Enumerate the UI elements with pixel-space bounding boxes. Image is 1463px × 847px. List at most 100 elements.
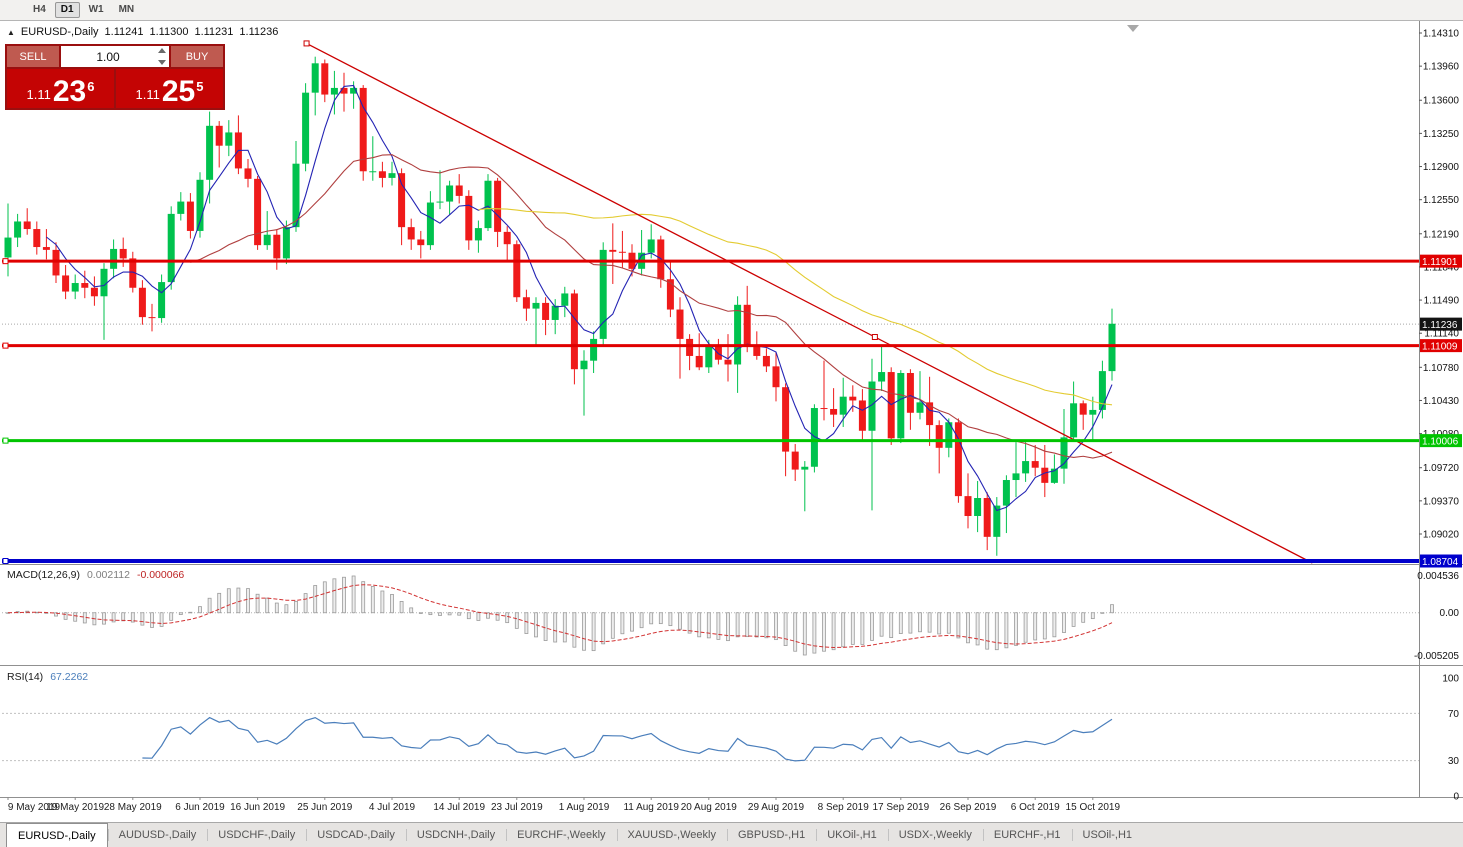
tab-usdcad-daily[interactable]: USDCAD-,Daily bbox=[306, 823, 406, 847]
candle bbox=[234, 115, 242, 175]
candle bbox=[4, 203, 12, 277]
candle bbox=[916, 371, 924, 420]
price-tick: 1.14310 bbox=[1423, 29, 1460, 40]
date-label: 9 May 2019 bbox=[8, 802, 61, 813]
timeframe-h4[interactable]: H4 bbox=[27, 2, 52, 18]
tab-eurchf-weekly[interactable]: EURCHF-,Weekly bbox=[506, 823, 616, 847]
chart-symbol-label: EURUSD-,Daily bbox=[20, 26, 99, 38]
price-tick: 1.12190 bbox=[1423, 229, 1460, 240]
ma-line-5 bbox=[46, 84, 1113, 512]
date-label: 25 Jun 2019 bbox=[297, 802, 352, 813]
candle bbox=[1031, 444, 1039, 477]
tab-xauusd-weekly[interactable]: XAUUSD-,Weekly bbox=[616, 823, 727, 847]
date-label: 16 Jun 2019 bbox=[230, 802, 285, 813]
volume-input[interactable] bbox=[61, 46, 169, 67]
chart-shift-marker-icon[interactable] bbox=[1127, 25, 1139, 32]
sell-price-digits: 23 bbox=[52, 75, 87, 108]
candle bbox=[196, 172, 204, 238]
candle bbox=[1041, 444, 1049, 498]
ma-line-50 bbox=[478, 208, 1113, 406]
price-tick: 1.09720 bbox=[1423, 463, 1460, 474]
one-click-panel-toggle-icon[interactable]: ▲ bbox=[7, 27, 15, 37]
price-tick: 1.10430 bbox=[1423, 396, 1460, 407]
macd-axis-tick: 0.004536 bbox=[1417, 571, 1459, 582]
date-label: 28 May 2019 bbox=[104, 802, 162, 813]
candle bbox=[138, 280, 146, 325]
tab-usdx-weekly[interactable]: USDX-,Weekly bbox=[887, 823, 983, 847]
candle bbox=[215, 121, 223, 168]
date-label: 23 Jul 2019 bbox=[491, 802, 543, 813]
candle bbox=[964, 473, 972, 529]
price-axis[interactable]: 1.14310 1.13960 1.13600 1.13250 1.12900 1.125… bbox=[1419, 29, 1459, 541]
date-label: 8 Sep 2019 bbox=[818, 802, 870, 813]
volume-field-wrap bbox=[61, 46, 169, 67]
candle bbox=[791, 444, 799, 481]
candle bbox=[974, 480, 982, 533]
level-handle[interactable] bbox=[2, 342, 9, 349]
buy-price-prefix: 1.11 bbox=[135, 87, 160, 102]
tab-usdchf-daily[interactable]: USDCHF-,Daily bbox=[207, 823, 306, 847]
date-label: 20 Aug 2019 bbox=[681, 802, 738, 813]
level-handle[interactable] bbox=[2, 558, 9, 564]
price-tick: 1.13600 bbox=[1423, 96, 1460, 107]
timeframe-mn[interactable]: MN bbox=[113, 2, 141, 18]
level-handle[interactable] bbox=[2, 437, 9, 444]
trendline-handle[interactable] bbox=[871, 334, 878, 341]
tab-eurusd-daily[interactable]: EURUSD-,Daily bbox=[6, 823, 108, 847]
candle bbox=[23, 208, 31, 235]
rsi-axis[interactable]: 100 70 30 0 bbox=[1442, 674, 1459, 803]
tab-usdcnh-daily[interactable]: USDCNH-,Daily bbox=[405, 823, 506, 847]
timeframe-d1[interactable]: D1 bbox=[54, 2, 80, 18]
volume-decrease-icon[interactable] bbox=[157, 60, 166, 65]
candle bbox=[1079, 400, 1087, 430]
candle bbox=[52, 242, 60, 284]
date-label: 26 Sep 2019 bbox=[940, 802, 997, 813]
buy-price-display[interactable]: 1.11 25 5 bbox=[116, 69, 223, 108]
timeframe-w1[interactable]: W1 bbox=[83, 2, 110, 18]
tab-ukoil-h1[interactable]: UKOil-,H1 bbox=[816, 823, 888, 847]
macd-axis-tick: -0.005205 bbox=[1414, 651, 1459, 662]
volume-increase-icon[interactable] bbox=[157, 48, 166, 53]
candle bbox=[1012, 442, 1020, 498]
candle bbox=[398, 168, 406, 246]
sell-button[interactable]: SELL bbox=[7, 46, 59, 67]
tab-eurchf-h1[interactable]: EURCHF-,H1 bbox=[982, 823, 1072, 847]
candle bbox=[378, 161, 386, 188]
price-tick: 1.11840 bbox=[1424, 262, 1460, 273]
candle bbox=[186, 193, 194, 239]
tab-audusd-daily[interactable]: AUDUSD-,Daily bbox=[107, 823, 208, 847]
candle bbox=[686, 334, 694, 371]
candle bbox=[1060, 408, 1068, 484]
candle bbox=[359, 85, 367, 181]
candle bbox=[254, 176, 262, 250]
date-label: 19 May 2019 bbox=[46, 802, 104, 813]
tab-usoil-h1[interactable]: USOil-,H1 bbox=[1071, 823, 1144, 847]
tab-gbpusd-h1[interactable]: GBPUSD-,H1 bbox=[726, 823, 816, 847]
buy-button[interactable]: BUY bbox=[171, 46, 223, 67]
price-badge: 1.11236 bbox=[1422, 320, 1458, 331]
rsi-line bbox=[142, 716, 1113, 762]
ma-line-20 bbox=[190, 154, 1113, 459]
date-label: 15 Oct 2019 bbox=[1066, 802, 1121, 813]
descending-trendline[interactable] bbox=[306, 42, 1313, 564]
candle bbox=[945, 418, 953, 458]
price-badge: 1.10006 bbox=[1422, 436, 1459, 447]
ohlc-open: 1.11241 bbox=[104, 26, 144, 38]
candle bbox=[1022, 442, 1030, 482]
level-handle[interactable] bbox=[2, 258, 9, 265]
candle bbox=[830, 388, 838, 427]
candle bbox=[167, 206, 175, 290]
trendline-handle[interactable] bbox=[303, 40, 310, 47]
candle bbox=[330, 70, 338, 115]
price-tick: 1.11490 bbox=[1424, 296, 1460, 307]
candle bbox=[878, 346, 886, 391]
sell-price-display[interactable]: 1.11 23 6 bbox=[7, 69, 114, 108]
candle bbox=[599, 242, 607, 346]
macd-axis[interactable]: 0.004536 0.00 -0.005205 bbox=[1414, 571, 1459, 662]
candle bbox=[532, 297, 540, 346]
candle bbox=[513, 240, 521, 302]
candle bbox=[263, 211, 271, 250]
rsi-name: RSI(14) bbox=[7, 671, 44, 683]
